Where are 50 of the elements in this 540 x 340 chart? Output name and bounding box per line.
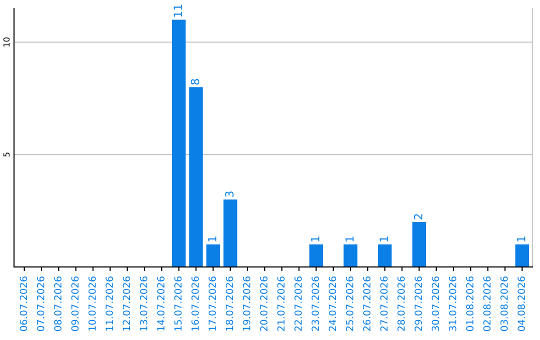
x-tick-label: 04.08.2026 — [518, 276, 525, 331]
x-tick-label: 13.07.2026 — [140, 276, 148, 331]
x-tick-label: 15.07.2026 — [174, 276, 182, 331]
data-label: 2 — [414, 214, 422, 220]
x-tick-label: 16.07.2026 — [191, 276, 199, 331]
y-tick-label: 5 — [3, 152, 10, 157]
data-label: 1 — [517, 236, 526, 242]
x-tick-label: 03.08.2026 — [500, 276, 508, 331]
bar — [412, 222, 426, 267]
bar — [206, 244, 220, 267]
data-label: 1 — [345, 236, 354, 242]
x-tick-label: 26.07.2026 — [363, 276, 370, 331]
x-tick-label: 14.07.2026 — [157, 276, 164, 331]
x-tick-label: 31.07.2026 — [448, 276, 456, 331]
x-tick-label: 09.07.2026 — [71, 276, 79, 331]
data-label: 1 — [208, 236, 216, 242]
bar — [172, 20, 186, 267]
x-tick-label: 02.08.2026 — [483, 276, 491, 331]
x-tick-label: 25.07.2026 — [346, 276, 354, 331]
x-tick-label: 19.07.2026 — [242, 276, 250, 331]
x-tick-label: 06.07.2026 — [20, 276, 28, 331]
bar — [189, 87, 203, 267]
x-tick-label: 10.07.2026 — [88, 276, 96, 331]
x-tick-label: 21.07.2026 — [277, 276, 285, 331]
data-label: 3 — [225, 192, 234, 197]
bar — [378, 244, 392, 267]
y-tick-label: 10 — [3, 37, 10, 47]
x-tick-label: 07.07.2026 — [36, 276, 44, 331]
x-tick-label: 18.07.2026 — [226, 276, 234, 331]
data-label: 1 — [311, 236, 320, 242]
x-tick-label: 01.08.2026 — [466, 276, 474, 331]
x-tick-label: 11.07.2026 — [106, 276, 113, 331]
x-tick-label: 27.07.2026 — [380, 276, 388, 331]
x-tick-label: 29.07.2026 — [414, 276, 422, 331]
bar — [344, 244, 358, 267]
x-tick-label: 08.07.2026 — [54, 276, 62, 331]
x-tick-label: 12.07.2026 — [122, 276, 130, 331]
x-tick-label: 20.07.2026 — [260, 276, 268, 331]
x-tick-label: 17.07.2026 — [208, 276, 216, 331]
data-label: 1 — [380, 236, 388, 242]
data-label: 11 — [174, 4, 182, 17]
x-tick-label: 23.07.2026 — [312, 276, 319, 331]
x-tick-label: 28.07.2026 — [397, 276, 405, 331]
bar — [309, 244, 324, 267]
x-tick-label: 22.07.2026 — [294, 276, 302, 331]
bar — [515, 244, 530, 267]
bar — [223, 199, 238, 267]
x-tick-label: 24.07.2026 — [328, 276, 336, 331]
data-label: 8 — [190, 79, 200, 85]
x-tick-label: 30.07.2026 — [432, 276, 440, 331]
